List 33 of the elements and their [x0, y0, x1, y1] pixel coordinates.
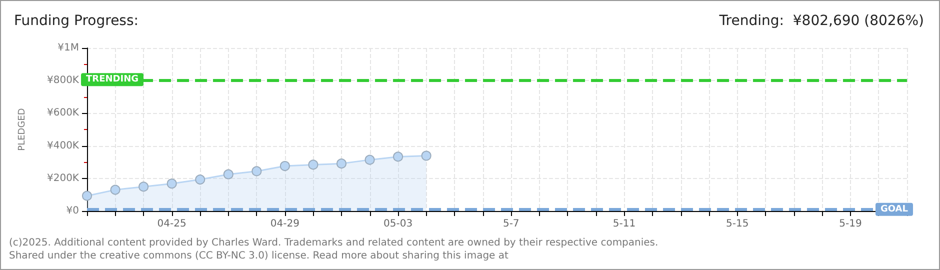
y-tick-label: ¥1M	[58, 42, 79, 54]
x-tick-label: 5-15	[726, 218, 749, 230]
y-tick-label: ¥200K	[46, 172, 80, 184]
x-tick-label: 05-03	[384, 218, 413, 230]
x-tick-label: 04-25	[157, 218, 186, 230]
point	[421, 150, 432, 161]
y-tick-label: ¥400K	[46, 140, 80, 152]
point	[138, 182, 149, 192]
ref-line-label: TRENDING	[86, 74, 138, 85]
point	[195, 174, 206, 185]
point	[280, 161, 290, 172]
point	[308, 160, 318, 170]
point	[336, 158, 346, 169]
y-tick-label: ¥0	[66, 206, 79, 216]
point	[223, 169, 234, 180]
point	[82, 190, 92, 201]
y-axis-title: PLEDGED	[18, 108, 28, 151]
point	[393, 152, 404, 162]
x-tick-label: 5-11	[612, 218, 636, 230]
chart-title: Funding Progress:	[14, 13, 138, 29]
text: Shared under the creative commons (CC BY-NC 3.0) license. Read more about sharing this image at	[9, 250, 509, 262]
ref-line-label: GOAL	[880, 204, 908, 214]
y-tick-label: ¥600K	[46, 108, 80, 119]
y-tick-label: ¥800K	[46, 75, 80, 86]
point	[364, 154, 375, 165]
point	[252, 166, 262, 176]
point	[166, 178, 177, 189]
chart-subtitle: Trending: ¥802,690 (8026%)	[718, 13, 924, 29]
x-tick-label: 5-19	[839, 218, 862, 230]
x-tick-label: 04-29	[270, 218, 300, 230]
point	[110, 184, 120, 195]
x-tick-label: 5-7	[502, 218, 520, 230]
text: (c)2025. Additional content provided by Charles Ward. Trademarks and related content are owned by their respective companies.	[9, 238, 658, 248]
